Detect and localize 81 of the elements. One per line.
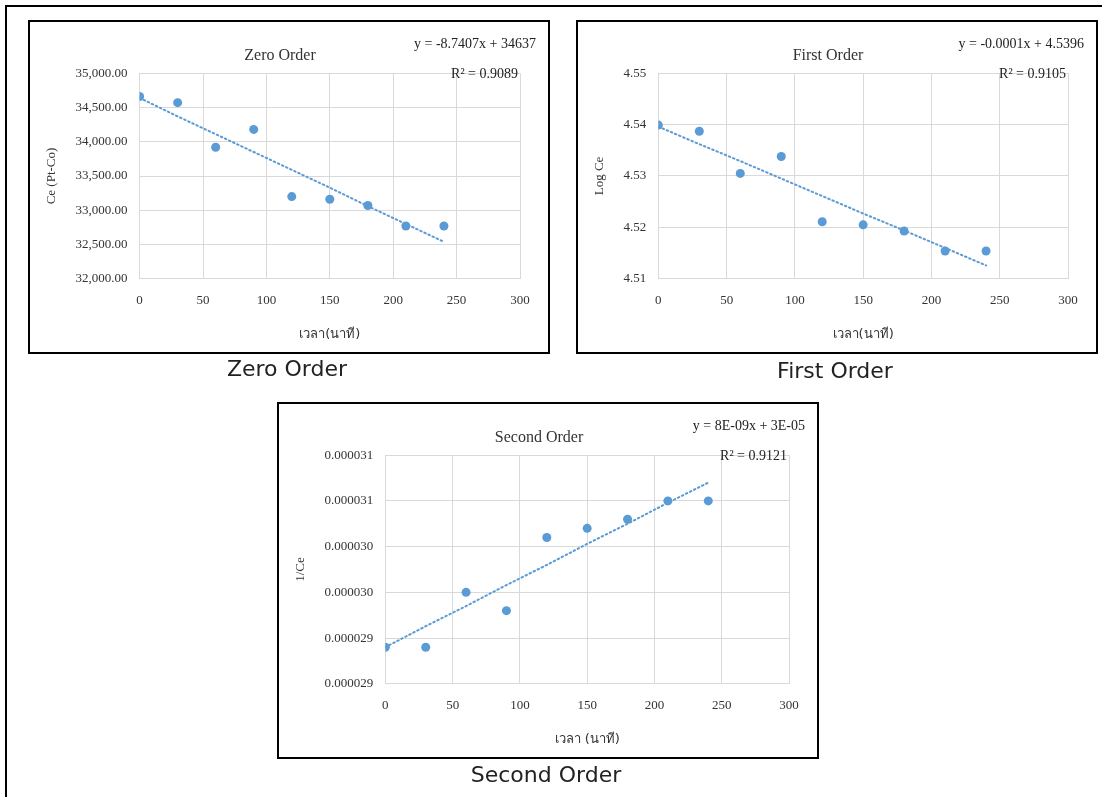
point bbox=[858, 220, 868, 230]
x-tick-label: 0 bbox=[382, 697, 389, 713]
y-tick-label: 34,500.00 bbox=[75, 98, 128, 114]
annotation: R² = 0.9121 bbox=[720, 447, 787, 463]
point bbox=[287, 192, 297, 202]
y-tick-label: 0.000030 bbox=[324, 538, 374, 554]
annotation: R² = 0.9105 bbox=[999, 65, 1066, 81]
x-tick-label: 100 bbox=[785, 292, 805, 308]
point bbox=[703, 496, 713, 506]
point bbox=[363, 200, 373, 210]
chart-title: Zero Order bbox=[244, 45, 317, 63]
y-tick-label: 0.000031 bbox=[324, 446, 374, 462]
x-tick-label: 300 bbox=[1058, 292, 1078, 308]
point bbox=[735, 168, 745, 178]
y-tick-label: 0.000029 bbox=[324, 629, 374, 645]
point bbox=[173, 98, 183, 108]
x-tick-label: 0 bbox=[136, 292, 143, 308]
y-tick-label: 0.000030 bbox=[324, 583, 374, 599]
y-tick-label: 34,000.00 bbox=[75, 133, 128, 149]
x-tick-label: 50 bbox=[446, 697, 460, 713]
x-tick-label: 300 bbox=[510, 292, 530, 308]
x-tick-label: 200 bbox=[921, 292, 942, 308]
x-tick-label: 200 bbox=[383, 292, 403, 308]
point bbox=[582, 523, 592, 533]
y-tick-label: 4.55 bbox=[623, 64, 647, 80]
x-tick-label: 250 bbox=[989, 292, 1010, 308]
point bbox=[461, 587, 471, 597]
point bbox=[401, 221, 411, 231]
point bbox=[325, 194, 335, 204]
chart-title: Second Order bbox=[494, 427, 584, 445]
y-tick-label: 4.52 bbox=[623, 218, 647, 234]
y-tick-label: 4.51 bbox=[623, 270, 647, 286]
point bbox=[776, 151, 786, 161]
y-axis-title: Log Ce bbox=[591, 156, 607, 196]
text: Second Order bbox=[469, 762, 623, 787]
point bbox=[694, 126, 704, 136]
x-tick-label: 50 bbox=[720, 292, 734, 308]
x-tick-label: 100 bbox=[256, 292, 277, 308]
y-tick-label: 0.000031 bbox=[324, 492, 374, 508]
point bbox=[940, 246, 950, 256]
point bbox=[542, 533, 552, 542]
x-axis-title: เวลา(นาที) bbox=[299, 325, 361, 341]
x-tick-label: 150 bbox=[853, 292, 873, 308]
y-tick-label: 4.54 bbox=[623, 116, 647, 132]
y-tick-label: 4.53 bbox=[623, 167, 647, 183]
y-tick-label: 35,000.00 bbox=[75, 64, 128, 80]
y-axis-title: Ce (Pt-Co) bbox=[43, 147, 59, 205]
x-tick-label: 150 bbox=[577, 697, 597, 713]
point bbox=[211, 142, 221, 152]
text: y = 8E-09x + 3E-05 bbox=[692, 417, 805, 433]
x-tick-label: 250 bbox=[446, 292, 467, 308]
y-axis-title: 1/Ce bbox=[292, 557, 308, 582]
y-tick-label: 32,000.00 bbox=[75, 270, 128, 286]
x-tick-label: 0 bbox=[655, 292, 662, 308]
x-tick-label: 150 bbox=[320, 292, 340, 308]
y-tick-label: 33,500.00 bbox=[75, 167, 128, 183]
x-tick-label: 250 bbox=[711, 697, 732, 713]
text: Zero Order bbox=[225, 356, 349, 381]
point bbox=[663, 496, 673, 506]
point bbox=[981, 246, 991, 256]
x-tick-label: 300 bbox=[779, 697, 799, 713]
annotation: R² = 0.9089 bbox=[451, 65, 518, 81]
x-tick-label: 100 bbox=[510, 697, 530, 713]
point bbox=[899, 226, 909, 236]
point bbox=[421, 642, 431, 652]
x-tick-label: 50 bbox=[196, 292, 210, 308]
point bbox=[623, 514, 633, 524]
y-tick-label: 32,500.00 bbox=[75, 235, 128, 251]
point bbox=[249, 124, 259, 134]
text: y = -8.7407x + 34637 bbox=[414, 35, 536, 51]
point bbox=[501, 606, 511, 616]
text: First Order bbox=[776, 358, 894, 383]
y-tick-label: 33,000.00 bbox=[75, 201, 128, 217]
point bbox=[817, 217, 827, 227]
point bbox=[439, 221, 449, 231]
x-tick-label: 200 bbox=[644, 697, 665, 713]
x-axis-title: เวลา (นาที) bbox=[554, 730, 620, 746]
y-tick-label: 0.000029 bbox=[324, 675, 374, 691]
text: y = -0.0001x + 4.5396 bbox=[958, 35, 1084, 51]
x-axis-title: เวลา(นาที) bbox=[832, 325, 894, 341]
chart-title: First Order bbox=[792, 45, 864, 63]
